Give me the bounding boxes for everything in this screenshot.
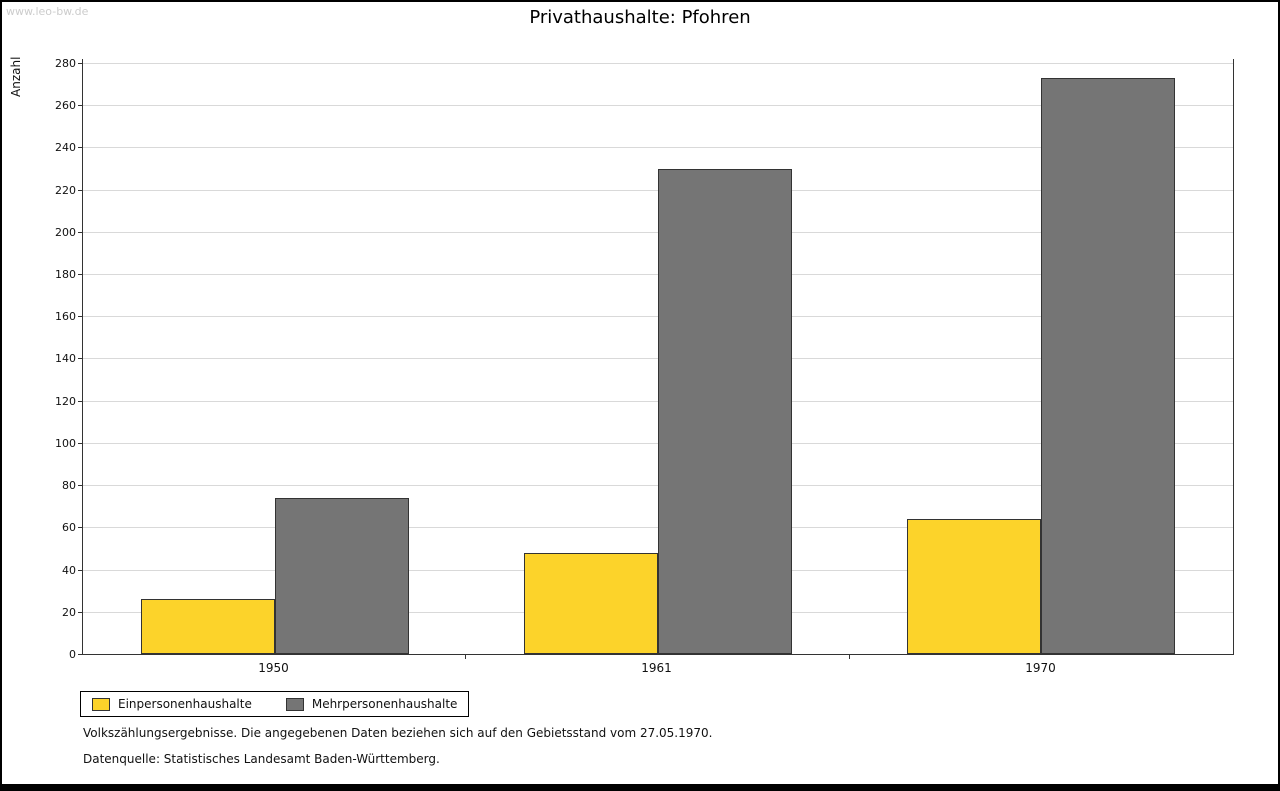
y-axis-title: Anzahl xyxy=(9,56,23,97)
y-tick xyxy=(78,443,82,444)
y-tick-label: 220 xyxy=(55,184,76,197)
y-tick-label: 120 xyxy=(55,395,76,408)
y-tick xyxy=(78,527,82,528)
footnote-source-note: Volkszählungsergebnisse. Die angegebenen… xyxy=(83,726,713,740)
x-category-label: 1970 xyxy=(1025,661,1056,675)
gridline xyxy=(83,147,1233,148)
y-tick xyxy=(78,147,82,148)
y-tick xyxy=(78,274,82,275)
y-tick xyxy=(78,63,82,64)
x-category-label: 1950 xyxy=(258,661,289,675)
legend-label: Mehrpersonenhaushalte xyxy=(311,697,458,711)
y-tick xyxy=(78,190,82,191)
y-tick-label: 180 xyxy=(55,268,76,281)
y-tick-label: 200 xyxy=(55,226,76,239)
legend-item: Mehrpersonenhaushalte xyxy=(285,697,458,711)
y-tick-label: 260 xyxy=(55,99,76,112)
y-tick-label: 20 xyxy=(62,606,76,619)
y-tick-label: 100 xyxy=(55,437,76,450)
legend-item: Einpersonenhaushalte xyxy=(92,697,252,711)
y-tick xyxy=(78,654,82,655)
bar-mehrpersonenhaushalte-1950 xyxy=(275,498,409,654)
y-tick xyxy=(78,612,82,613)
y-tick-label: 60 xyxy=(62,521,76,534)
y-tick xyxy=(78,316,82,317)
gridline xyxy=(83,105,1233,106)
legend-swatch xyxy=(285,697,304,711)
watermark: www.leo-bw.de xyxy=(6,5,89,18)
x-tick xyxy=(465,655,466,659)
plot-area xyxy=(82,59,1234,655)
chart-title: Privathaushalte: Pfohren xyxy=(529,7,751,28)
bar-mehrpersonenhaushalte-1970 xyxy=(1041,78,1175,654)
legend-swatch xyxy=(92,697,110,711)
bar-einpersonenhaushalte-1970 xyxy=(907,519,1041,654)
y-tick-label: 80 xyxy=(62,479,76,492)
x-tick xyxy=(849,655,850,659)
y-tick-label: 140 xyxy=(55,352,76,365)
y-tick-label: 240 xyxy=(55,141,76,154)
y-tick xyxy=(78,358,82,359)
y-tick-label: 160 xyxy=(55,310,76,323)
y-tick xyxy=(78,105,82,106)
gridline xyxy=(83,63,1233,64)
footnote-data-source: Datenquelle: Statistisches Landesamt Bad… xyxy=(83,752,440,766)
legend: Einpersonenhaushalte Mehrpersonenhaushalt… xyxy=(80,691,470,717)
bar-mehrpersonenhaushalte-1961 xyxy=(658,169,792,654)
bar-einpersonenhaushalte-1961 xyxy=(524,553,658,654)
bar-einpersonenhaushalte-1950 xyxy=(141,599,275,654)
y-tick xyxy=(78,232,82,233)
legend-label: Einpersonenhaushalte xyxy=(118,697,252,711)
x-category-label: 1961 xyxy=(641,661,672,675)
y-tick xyxy=(78,401,82,402)
y-tick-label: 0 xyxy=(69,648,76,661)
y-tick-label: 280 xyxy=(55,57,76,70)
y-tick xyxy=(78,570,82,571)
y-tick xyxy=(78,485,82,486)
y-tick-label: 40 xyxy=(62,564,76,577)
